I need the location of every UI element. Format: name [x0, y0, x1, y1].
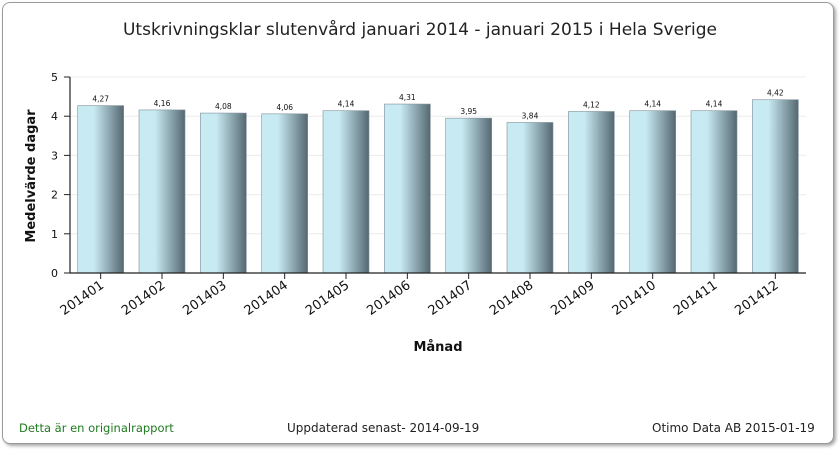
bar-201406: [384, 103, 431, 274]
y-tick-label: 3: [51, 149, 58, 162]
bar-201411: [690, 110, 738, 274]
y-tick-labels: 0 1 2 3 4 5: [51, 71, 58, 280]
bar-201409: [568, 111, 615, 274]
x-tick-label: 201403: [180, 278, 229, 319]
x-tick-label: 201409: [548, 278, 597, 319]
bar-201401: [77, 105, 124, 274]
value-label: 4,14: [706, 100, 723, 109]
value-label: 4,27: [92, 95, 109, 104]
x-tick-label: 201407: [426, 278, 475, 319]
value-label: 4,12: [583, 100, 600, 109]
plot-area: [70, 77, 806, 273]
bars: [77, 99, 799, 274]
value-labels: 4,27 4,16 4,08 4,06 4,14 4,31 3,95 3,84 4,12 4,14…: [92, 89, 784, 121]
footer-copyright: Otimo Data AB 2015-01-19: [652, 421, 815, 435]
value-label: 4,16: [154, 99, 171, 108]
value-label: 4,14: [644, 100, 661, 109]
y-tick-label: 0: [51, 267, 58, 280]
gridlines: [70, 76, 806, 235]
x-tick-label: 201412: [732, 278, 781, 319]
x-tick-label: 201401: [58, 278, 107, 319]
x-tick-label: 201405: [303, 278, 352, 319]
value-label: 4,14: [338, 100, 355, 109]
x-axis-label: Månad: [413, 340, 462, 355]
x-tick-label: 201408: [487, 278, 536, 319]
footer-updated-date: Uppdaterad senast- 2014-09-19: [287, 421, 480, 435]
y-tick-label: 4: [51, 110, 58, 123]
bar-201408: [506, 122, 554, 274]
chart-title: Utskrivningsklar slutenvård januari 2014…: [122, 20, 717, 40]
bar-201412: [752, 99, 799, 274]
bar-201404: [261, 113, 308, 274]
value-label: 4,31: [399, 93, 416, 102]
x-tick-label: 201410: [610, 278, 659, 319]
x-tick-label: 201406: [364, 278, 413, 319]
footer-original-report-note: Detta är en originalrapport: [19, 421, 174, 435]
value-label: 4,42: [767, 89, 784, 98]
bar-201402: [138, 109, 186, 274]
value-label: 4,06: [276, 103, 293, 112]
axes: [64, 76, 806, 279]
bar-201407: [445, 117, 492, 274]
value-label: 4,08: [215, 102, 232, 111]
value-label: 3,95: [460, 107, 477, 116]
value-label: 3,84: [522, 111, 539, 120]
y-axis-label: Medelvärde dagar: [24, 109, 39, 243]
x-tick-labels: 201401 201402 201403 201404 201405 201406 2014…: [58, 278, 782, 319]
bar-201403: [200, 112, 247, 274]
x-tick-label: 201411: [671, 278, 720, 319]
y-tick-label: 5: [51, 71, 58, 84]
x-tick-label: 201402: [119, 278, 168, 319]
y-tick-label: 1: [51, 228, 58, 241]
bar-201410: [629, 110, 676, 274]
bar-201405: [322, 110, 370, 274]
y-tick-label: 2: [51, 189, 58, 202]
x-tick-label: 201404: [242, 278, 291, 319]
